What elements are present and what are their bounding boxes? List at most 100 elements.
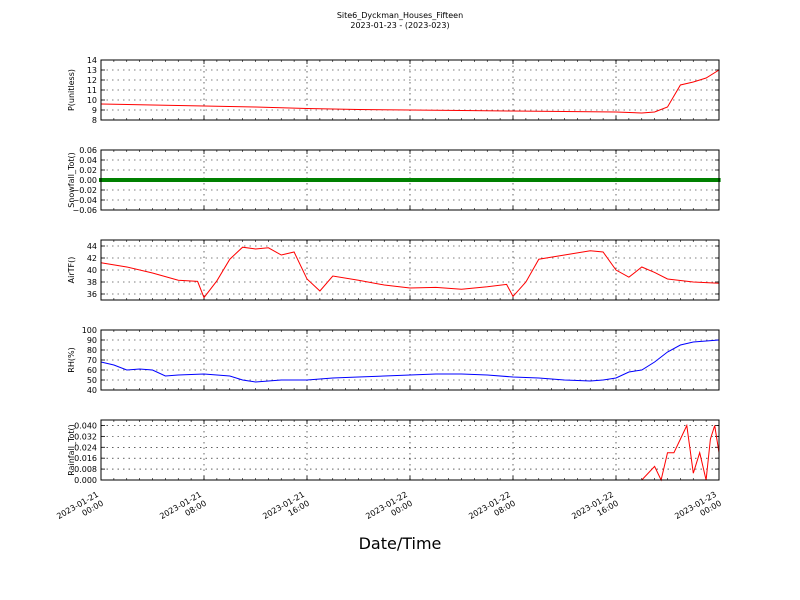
data-point: [239, 178, 244, 182]
data-point: [313, 178, 318, 182]
y-tick-label: 10: [87, 96, 97, 105]
y-tick-label: 44: [87, 242, 97, 251]
data-point: [393, 178, 398, 182]
data-point: [422, 178, 427, 182]
data-point: [652, 178, 657, 182]
data-point: [297, 178, 302, 182]
y-tick-label: 60: [87, 366, 97, 375]
data-point: [604, 178, 609, 182]
data-point: [207, 178, 212, 182]
y-tick-label: 0.032: [74, 432, 97, 441]
data-point: [521, 178, 526, 182]
data-point: [543, 178, 548, 182]
y-tick-label: 11: [87, 86, 97, 95]
data-point: [371, 178, 375, 182]
data-point: [102, 178, 107, 182]
data-point: [236, 178, 241, 182]
y-tick-label: 12: [87, 76, 97, 85]
y-tick-label: −0.04: [72, 196, 97, 205]
plot-frame: [100, 329, 720, 391]
data-point: [262, 178, 267, 182]
data-point: [531, 178, 535, 182]
data-point: [431, 178, 436, 182]
data-point: [534, 178, 539, 182]
data-point: [444, 178, 449, 182]
y-tick-label: 0.024: [74, 443, 97, 452]
data-point: [441, 178, 446, 182]
data-point: [467, 178, 471, 182]
data-point: [179, 178, 183, 182]
data-point: [172, 178, 177, 182]
data-point: [169, 178, 174, 182]
data-point: [627, 178, 631, 182]
data-point: [623, 178, 628, 182]
y-tick-label: 70: [87, 356, 97, 365]
data-point: [291, 178, 295, 182]
data-point: [300, 178, 305, 182]
data-point: [591, 178, 596, 182]
data-point: [227, 178, 231, 182]
data-point: [326, 178, 331, 182]
data-point: [348, 178, 353, 182]
data-point: [159, 178, 164, 182]
data-point: [342, 178, 347, 182]
data-point: [470, 178, 475, 182]
data-point: [278, 178, 283, 182]
y-tick-label: 14: [87, 56, 97, 65]
data-point: [307, 178, 311, 182]
y-tick-label: 90: [87, 336, 97, 345]
data-point: [483, 178, 487, 182]
y-tick-label: −0.02: [72, 186, 97, 195]
y-axis-label: Snowfall_Tot(): [67, 152, 76, 208]
data-point: [361, 178, 366, 182]
data-point: [383, 178, 388, 182]
data-point: [684, 178, 689, 182]
data-point: [355, 178, 359, 182]
y-tick-label: 0.008: [74, 465, 97, 474]
data-point: [428, 178, 433, 182]
data-point: [246, 178, 251, 182]
data-point: [700, 178, 705, 182]
data-point: [575, 178, 580, 182]
data-point: [105, 178, 110, 182]
data-point: [108, 178, 113, 182]
data-point: [572, 178, 577, 182]
data-point: [486, 178, 491, 182]
y-tick-label: 0.02: [79, 166, 97, 175]
data-point: [214, 178, 219, 182]
data-point: [147, 178, 151, 182]
data-point: [675, 178, 679, 182]
data-point: [710, 178, 715, 182]
series-line: [100, 339, 720, 383]
data-point: [649, 178, 654, 182]
data-point: [489, 178, 494, 182]
data-point: [697, 178, 702, 182]
data-point: [492, 178, 497, 182]
data-point: [403, 178, 407, 182]
plot-frame: [100, 239, 720, 301]
data-point: [556, 178, 561, 182]
data-point: [223, 178, 228, 182]
data-point: [185, 178, 190, 182]
data-point: [335, 178, 340, 182]
y-tick-label: 0.04: [79, 156, 97, 165]
data-point: [134, 178, 139, 182]
figure-title: Site6_Dyckman_Houses_Fifteen: [336, 11, 464, 20]
data-point: [588, 178, 593, 182]
data-point: [111, 178, 116, 182]
data-point: [377, 178, 382, 182]
data-point: [681, 178, 686, 182]
data-point: [438, 178, 443, 182]
data-point: [457, 178, 462, 182]
data-point: [124, 178, 129, 182]
data-point: [329, 178, 334, 182]
data-point: [643, 178, 647, 182]
y-tick-label: 42: [87, 254, 97, 263]
data-point: [499, 178, 503, 182]
data-point: [412, 178, 417, 182]
data-point: [659, 178, 663, 182]
data-point: [614, 178, 619, 182]
data-point: [150, 178, 155, 182]
